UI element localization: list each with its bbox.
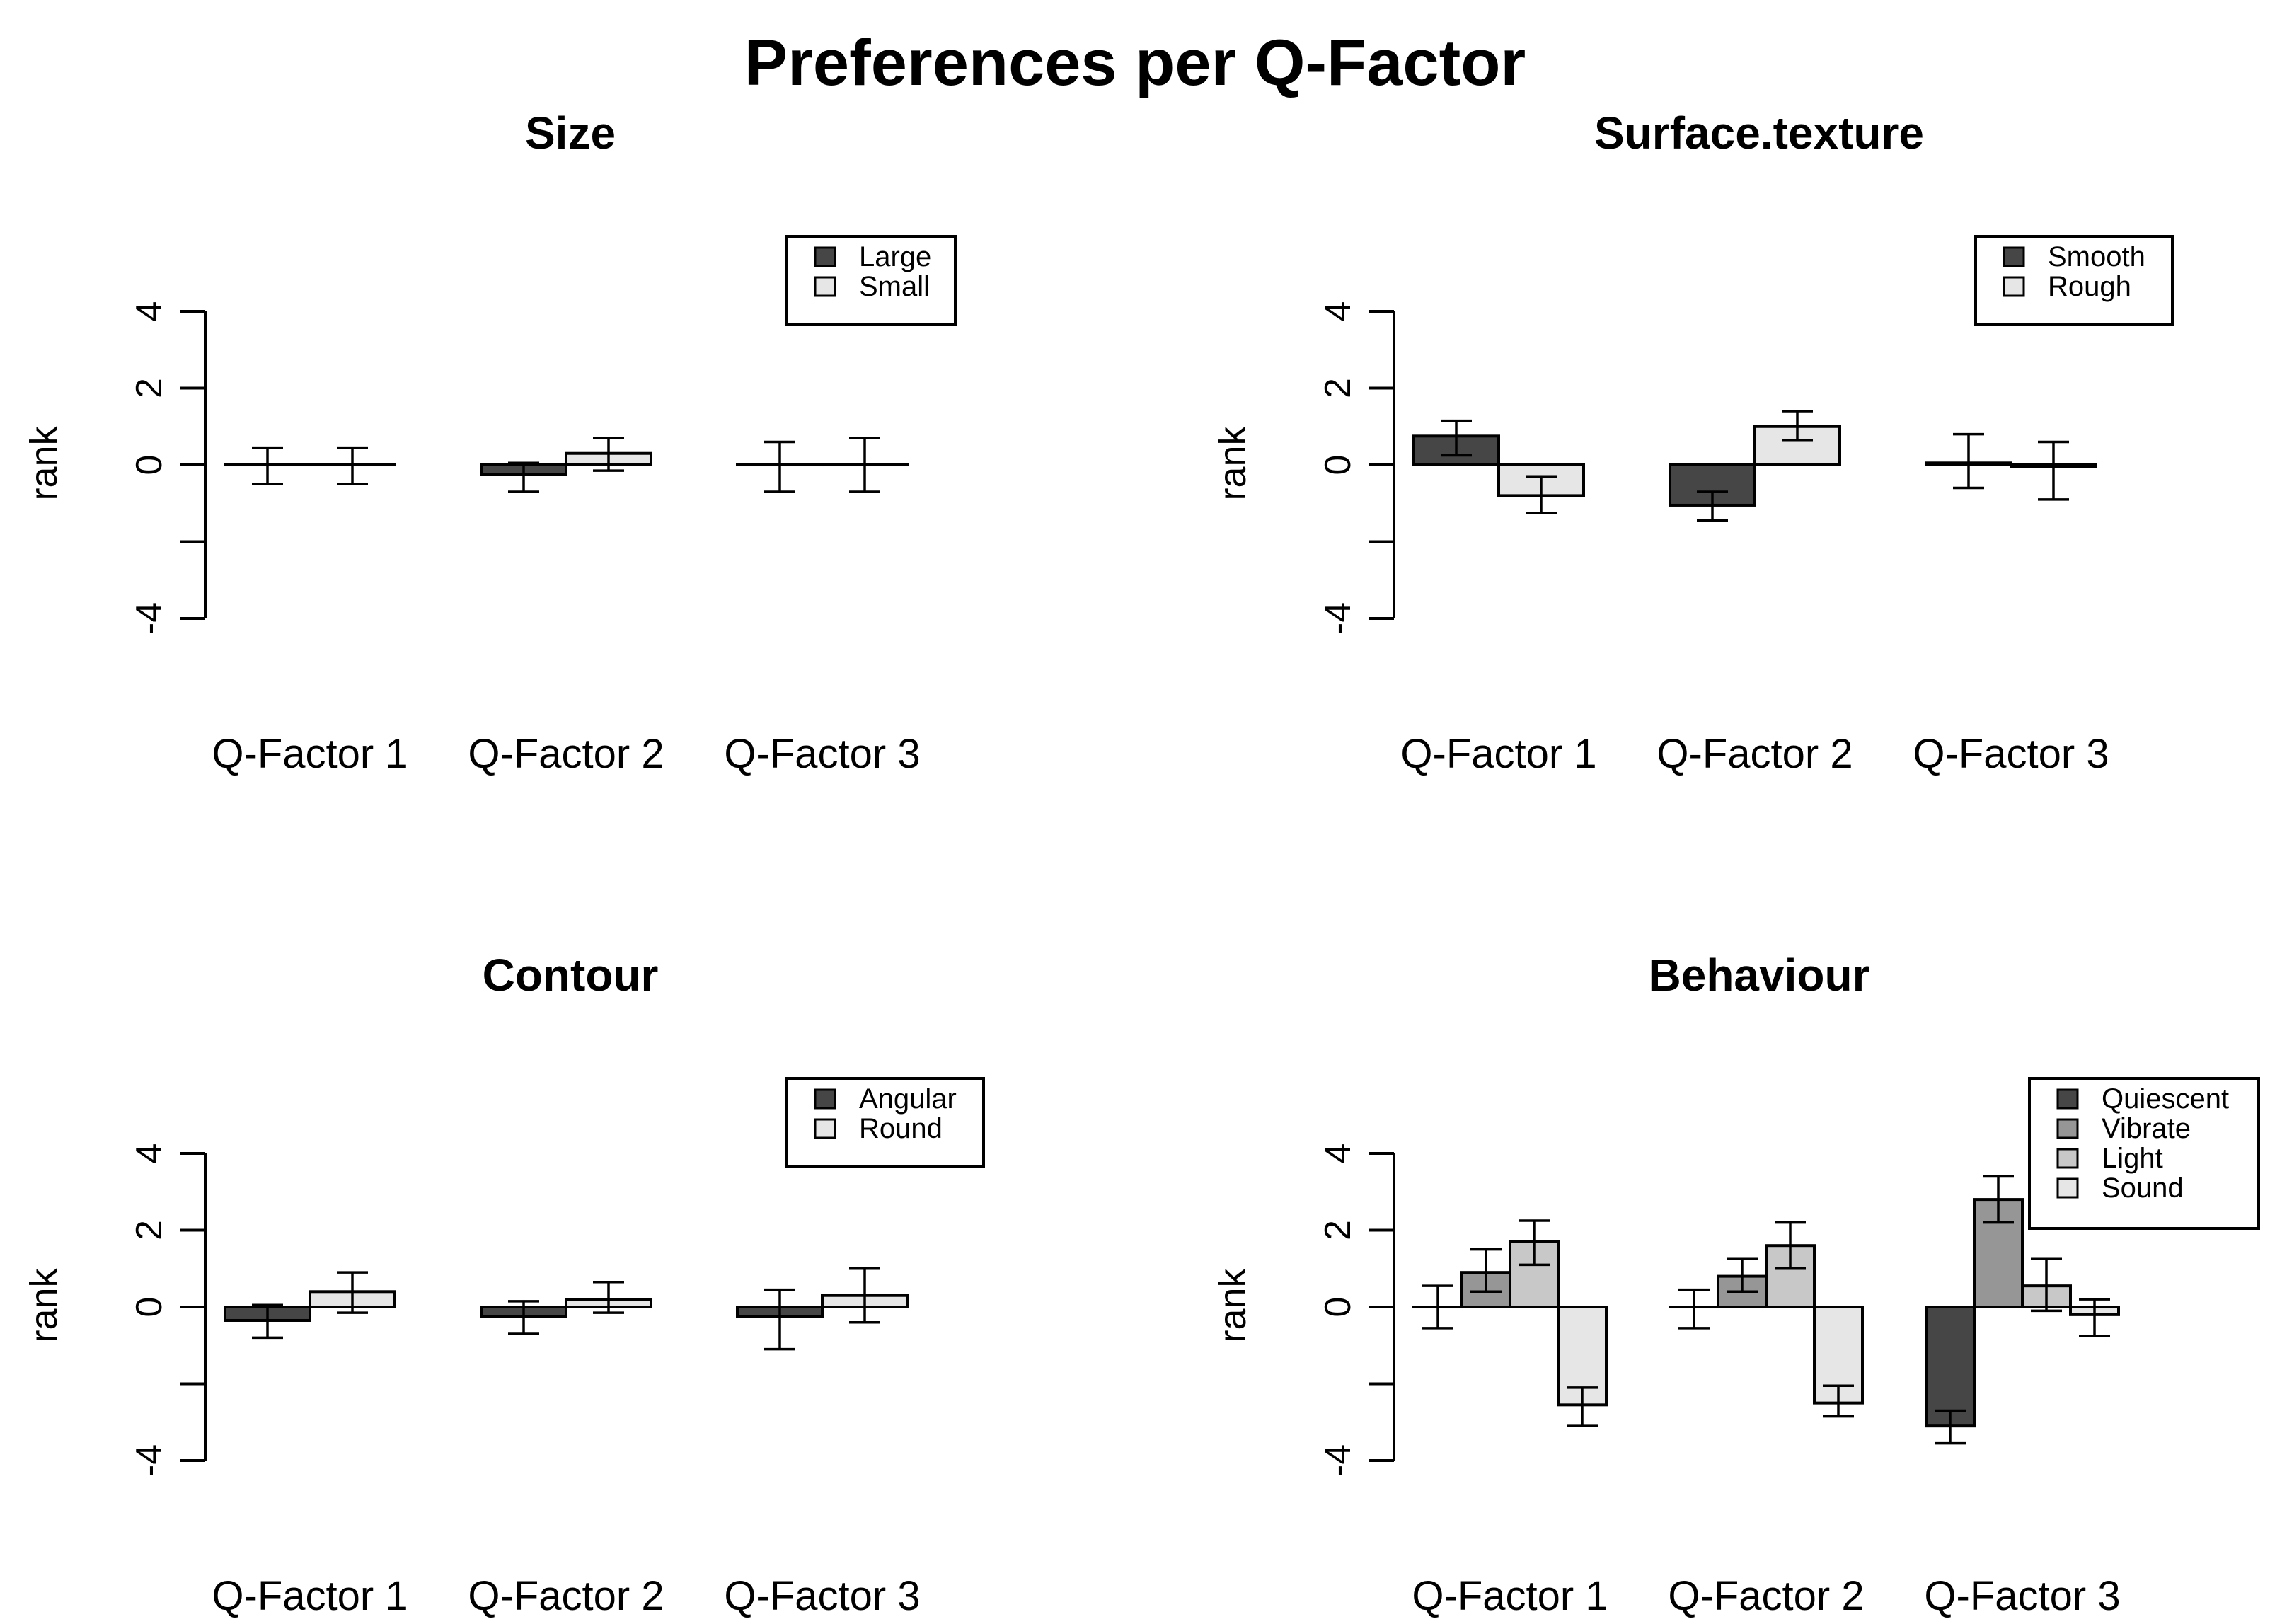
category-label: Q-Factor 2 xyxy=(468,731,664,777)
legend-label: Large xyxy=(859,241,931,272)
legend-label: Vibrate xyxy=(2102,1113,2191,1144)
y-tick-label: -4 xyxy=(1318,602,1359,635)
panel-behaviour: Behaviour -4 0 2 4 rank Q-Factor 1 Q-Factor 2 Q-… xyxy=(1211,950,2260,1619)
legend-swatch xyxy=(2003,276,2025,297)
category-label: Q-Factor 1 xyxy=(212,731,408,777)
legend-swatch xyxy=(814,1118,836,1139)
panel-title: Size xyxy=(525,108,616,159)
legend-swatch xyxy=(2056,1088,2079,1110)
panel-contour: Contour -4 0 2 4 rank Q-Factor 1 Q-Factor 2 Q-Fa… xyxy=(23,950,985,1619)
panel-title: Surface.texture xyxy=(1594,108,1924,159)
main-title: Preferences per Q-Factor xyxy=(744,27,1526,99)
category-label: Q-Factor 3 xyxy=(724,731,920,777)
category-label: Q-Factor 3 xyxy=(1924,1573,2120,1619)
legend-swatch xyxy=(814,276,836,297)
legend-swatch xyxy=(814,1088,836,1110)
category-label: Q-Factor 3 xyxy=(724,1573,920,1619)
y-tick-label: 4 xyxy=(129,301,170,322)
category-label: Q-Factor 2 xyxy=(468,1573,664,1619)
category-label: Q-Factor 1 xyxy=(1400,731,1596,777)
legend-label: Round xyxy=(859,1113,943,1144)
y-axis-label: rank xyxy=(1211,425,1254,500)
category-label: Q-Factor 1 xyxy=(212,1573,408,1619)
y-tick-label: 2 xyxy=(129,378,170,398)
y-tick-label: -4 xyxy=(1318,1444,1359,1477)
y-tick-label: 2 xyxy=(1318,378,1359,398)
legend-label: Rough xyxy=(2048,271,2131,302)
panel-title: Behaviour xyxy=(1649,950,1870,1001)
legend-label: Sound xyxy=(2102,1173,2184,1204)
y-axis-label: rank xyxy=(23,1267,65,1342)
category-label: Q-Factor 2 xyxy=(1657,731,1853,777)
y-tick-label: 4 xyxy=(1318,1144,1359,1164)
bar-quiescent xyxy=(1925,1306,1976,1428)
y-axis-label: rank xyxy=(1211,1267,1254,1342)
category-label: Q-Factor 2 xyxy=(1668,1573,1864,1619)
bar-sound xyxy=(1813,1306,1864,1405)
legend-swatch xyxy=(2056,1177,2079,1199)
legend-swatch xyxy=(2003,246,2025,267)
y-tick-label: 0 xyxy=(1318,1297,1359,1318)
y-tick-label: 2 xyxy=(1318,1220,1359,1240)
y-tick-label: 0 xyxy=(129,1297,170,1318)
y-tick-label: 0 xyxy=(1318,455,1359,476)
y-tick-label: 0 xyxy=(129,455,170,476)
legend-label: Quiescent xyxy=(2102,1083,2229,1115)
legend-swatch xyxy=(2056,1118,2079,1139)
legend-label: Light xyxy=(2102,1143,2163,1174)
y-axis-label: rank xyxy=(23,425,65,500)
y-tick-label: 4 xyxy=(129,1144,170,1164)
legend-label: Small xyxy=(859,271,930,302)
panel-size: Size -4 0 2 4 rank Q-Factor 1 Q-Factor 2 Q-Facto… xyxy=(23,108,957,777)
category-label: Q-Factor 3 xyxy=(1913,731,2109,777)
y-tick-label: -4 xyxy=(129,602,170,635)
y-tick-label: -4 xyxy=(129,1444,170,1477)
category-label: Q-Factor 1 xyxy=(1412,1573,1608,1619)
panel-surface-texture: Surface.texture -4 0 2 4 rank Q-Factor 1 Q-Fact… xyxy=(1211,108,2174,777)
legend-swatch xyxy=(814,246,836,267)
legend-swatch xyxy=(2056,1148,2079,1169)
y-tick-label: 2 xyxy=(129,1220,170,1240)
panel-title: Contour xyxy=(483,950,659,1001)
y-tick-label: 4 xyxy=(1318,301,1359,322)
legend-label: Angular xyxy=(859,1083,957,1115)
legend-label: Smooth xyxy=(2048,241,2145,272)
